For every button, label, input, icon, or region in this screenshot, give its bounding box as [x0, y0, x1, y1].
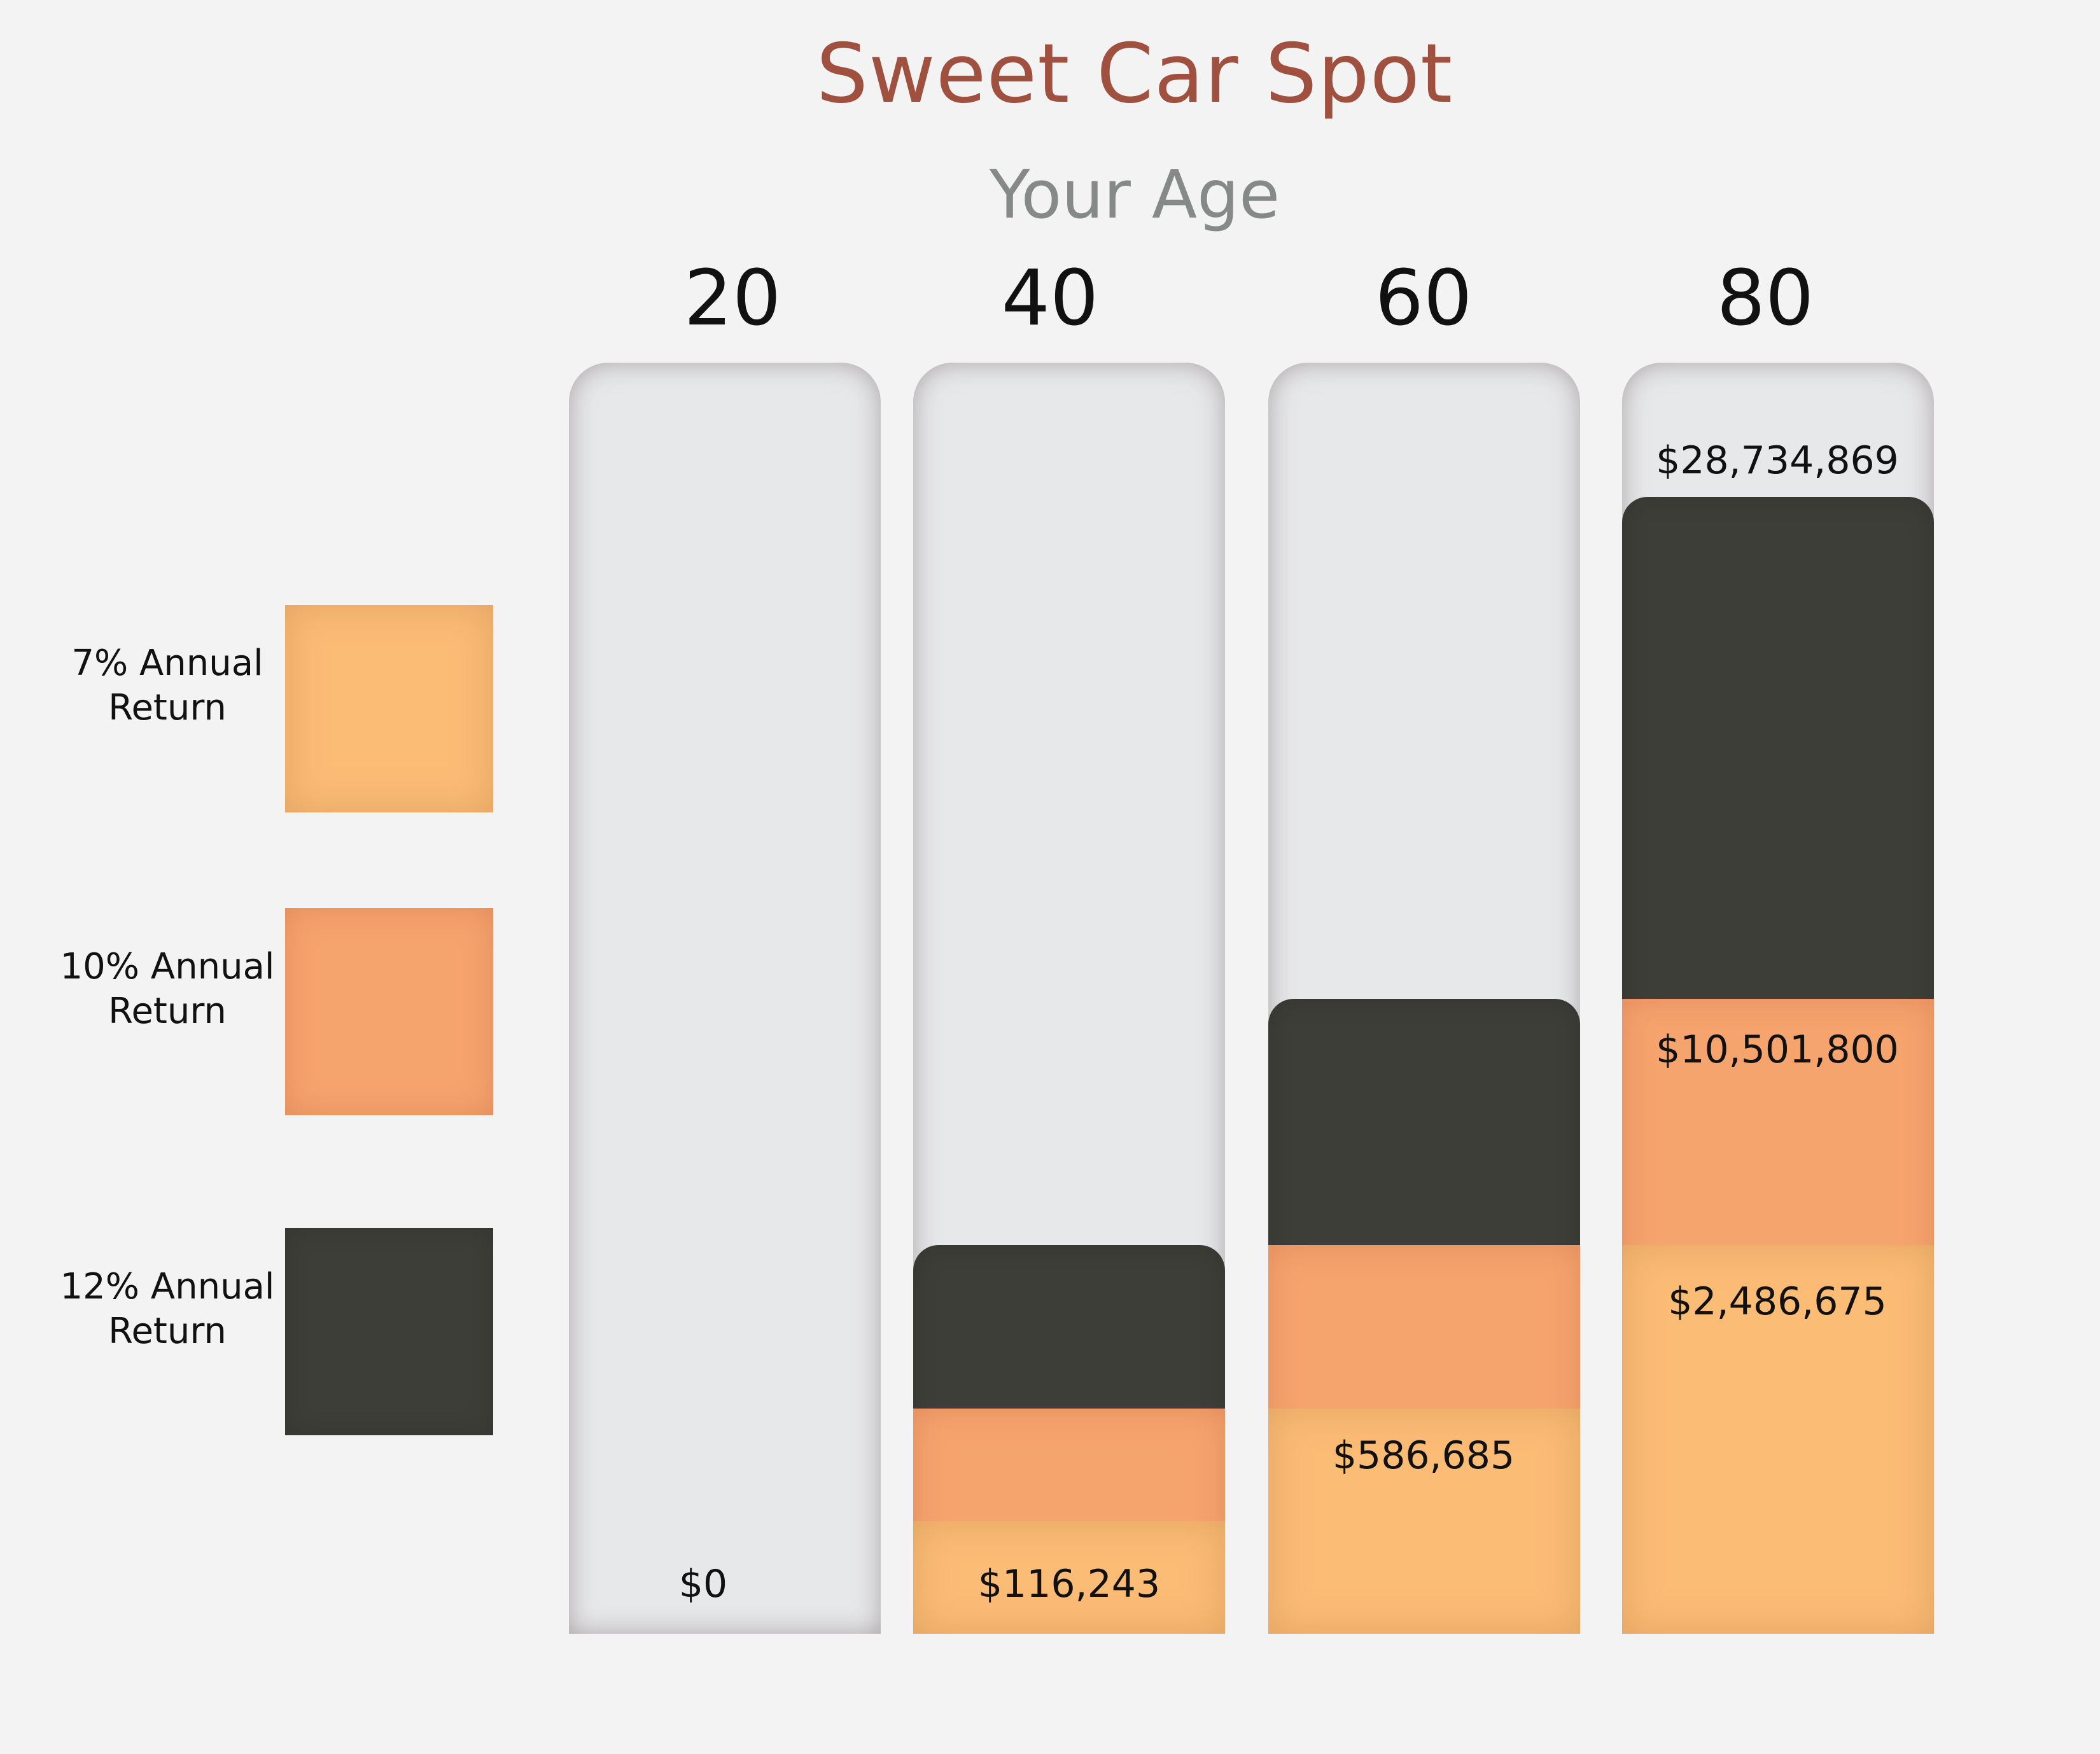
legend-label-10pct: 10% Annual Return [40, 945, 295, 1034]
legend-swatch-7pct [285, 605, 493, 812]
bar-segment-7pct-80 [1622, 1245, 1934, 1634]
bar-column-40 [913, 363, 1225, 1634]
legend-label-line: 12% Annual [60, 1266, 275, 1307]
legend-label-7pct: 7% Annual Return [40, 641, 295, 730]
data-label: $10,501,800 [1656, 1027, 1899, 1072]
bar-segment-7pct-40 [913, 1521, 1225, 1634]
age-label-40: 40 [1001, 254, 1099, 343]
legend-swatch-10pct [285, 908, 493, 1115]
age-label-60: 60 [1375, 254, 1473, 343]
age-label-80: 80 [1716, 254, 1814, 343]
legend-label-line: Return [108, 687, 227, 728]
legend-label-12pct: 12% Annual Return [40, 1265, 295, 1354]
x-axis-label: Your Age [989, 156, 1280, 233]
chart-title: Sweet Car Spot [816, 27, 1453, 122]
data-label: $116,243 [977, 1562, 1161, 1606]
data-label: $28,734,869 [1656, 438, 1899, 483]
bar-column-60 [1268, 363, 1580, 1634]
bar-column-80 [1622, 363, 1934, 1634]
bar-column-20 [569, 363, 881, 1634]
data-label: $586,685 [1332, 1433, 1515, 1478]
legend-label-line: Return [108, 991, 227, 1032]
legend-label-line: 7% Annual [71, 643, 263, 684]
legend-swatch-12pct [285, 1228, 493, 1435]
data-label: $0 [678, 1562, 728, 1606]
age-label-20: 20 [683, 254, 781, 343]
legend-label-line: 10% Annual [60, 946, 275, 987]
legend-label-line: Return [108, 1311, 227, 1352]
data-label: $2,486,675 [1668, 1279, 1887, 1324]
bar-segment-7pct-60 [1268, 1409, 1580, 1634]
